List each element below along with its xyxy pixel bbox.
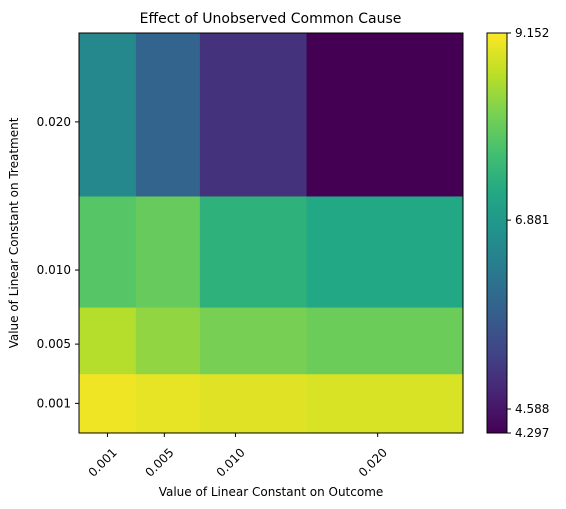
x-axis-label: Value of Linear Constant on Outcome <box>159 485 384 499</box>
heatmap-cell <box>135 307 201 375</box>
y-tick-label: 0.001 <box>37 396 71 410</box>
x-axis-ticks: 0.001 0.005 0.010 0.020 <box>86 433 390 480</box>
y-tick-label: 0.005 <box>37 337 71 351</box>
heatmap-cell <box>199 195 308 308</box>
heatmap-cell <box>306 33 464 197</box>
x-tick-label: 0.020 <box>356 445 390 479</box>
heatmap-cell <box>306 373 464 434</box>
heatmap-cell <box>135 195 201 308</box>
heatmap-cell <box>199 373 308 434</box>
colorbar-tick-label: 4.588 <box>515 402 549 416</box>
heatmap-cell <box>79 307 137 375</box>
x-tick-label: 0.010 <box>214 445 248 479</box>
heatmap-cell <box>135 33 201 197</box>
chart-title: Effect of Unobserved Common Cause <box>140 11 402 27</box>
heatmap-cell <box>199 307 308 375</box>
heatmap-cell <box>79 33 137 197</box>
heatmap-cell <box>306 307 464 375</box>
y-axis-label: Value of Linear Constant on Treatment <box>7 117 21 348</box>
heatmap-cell <box>135 373 201 434</box>
x-tick-label: 0.001 <box>86 445 120 479</box>
colorbar-tick-label: 9.152 <box>515 26 549 40</box>
heatmap-cells <box>79 33 464 434</box>
x-tick-label: 0.005 <box>142 445 176 479</box>
y-tick-label: 0.010 <box>37 263 71 277</box>
heatmap-cell <box>79 195 137 308</box>
colorbar <box>486 32 508 434</box>
plot-frame <box>78 32 464 434</box>
colorbar-tick-label: 4.297 <box>515 426 549 440</box>
y-tick-label: 0.020 <box>37 115 71 129</box>
colorbar-tick-label: 6.881 <box>515 213 549 227</box>
heatmap-cell <box>79 373 137 434</box>
heatmap-cell <box>306 195 464 308</box>
heatmap-cell <box>199 33 308 197</box>
y-axis-ticks: 0.001 0.005 0.010 0.020 <box>37 115 79 410</box>
colorbar-ticks: 4.297 4.588 6.881 9.152 <box>507 26 549 440</box>
